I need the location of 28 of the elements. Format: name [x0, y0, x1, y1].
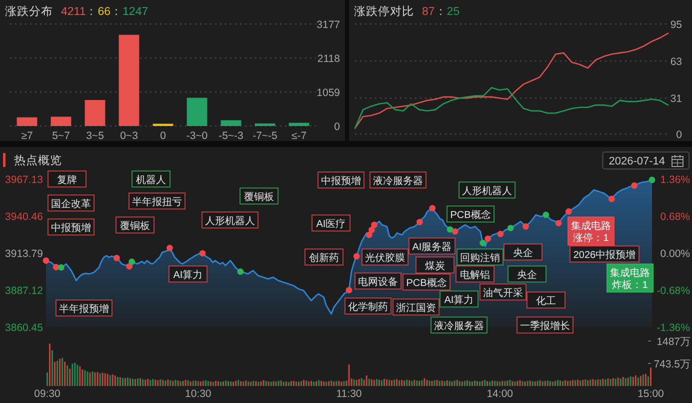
x-tick-label: -3~0: [186, 130, 208, 142]
x-tick-label: 0~3: [120, 130, 138, 142]
x-tick-label: 11:30: [336, 388, 362, 400]
subtitle: 87：25: [422, 6, 460, 18]
y-tick-label: 1059: [316, 86, 340, 99]
x-tick-label: 3~5: [86, 130, 104, 142]
y-tick-label: 63: [670, 56, 682, 68]
y-tick-label: 0: [676, 128, 682, 141]
y-tick-label: 3177: [316, 18, 340, 31]
x-tick-label: -5~-3: [218, 130, 244, 142]
x-tick-label: ≥7: [21, 130, 33, 142]
x-tick-label: -7~-5: [252, 130, 278, 142]
x-tick-label: 10:30: [185, 388, 212, 400]
y-tick-label: 0: [334, 120, 340, 133]
y-tick-label: 95: [670, 18, 682, 31]
y-tick-label: 2118: [317, 52, 340, 65]
x-tick-label: 14:00: [486, 388, 513, 400]
y-tick-label: 31: [670, 92, 682, 105]
x-tick-label: 0: [160, 130, 166, 142]
x-tick-label: ≤-7: [291, 130, 307, 142]
y-tick-label: 743.5万: [654, 358, 691, 370]
subtitle: 4211：66：1247: [61, 6, 148, 18]
x-tick-label: 15:00: [638, 388, 664, 400]
title: 涨跌停对比: [354, 6, 414, 18]
title: 涨跌分布: [5, 6, 53, 18]
y-tick-label: 1487万: [656, 336, 691, 348]
x-tick-label: 5~7: [52, 130, 70, 142]
x-tick-label: 09:30: [34, 388, 60, 400]
